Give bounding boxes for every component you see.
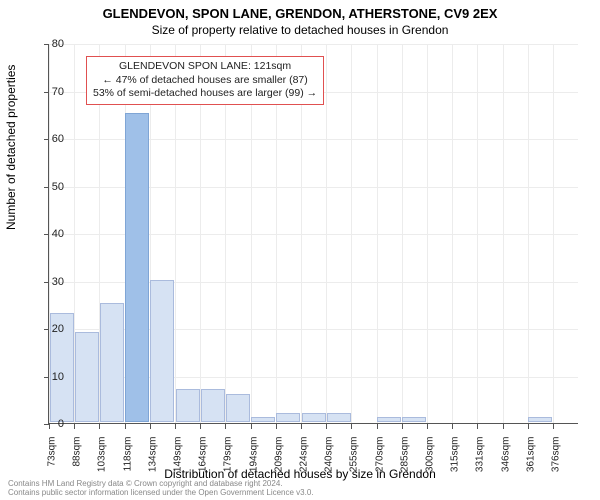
bar xyxy=(402,417,426,422)
xtick-mark xyxy=(74,424,75,429)
bar xyxy=(251,417,275,422)
xtick-label: 285sqm xyxy=(399,437,410,487)
gridline-v xyxy=(452,44,453,423)
xtick-mark xyxy=(427,424,428,429)
chart-title-main: GLENDEVON, SPON LANE, GRENDON, ATHERSTON… xyxy=(0,0,600,21)
xtick-label: 194sqm xyxy=(248,437,259,487)
xtick-label: 224sqm xyxy=(299,437,310,487)
xtick-mark xyxy=(528,424,529,429)
xtick-label: 149sqm xyxy=(173,437,184,487)
gridline-v xyxy=(402,44,403,423)
xtick-label: 270sqm xyxy=(374,437,385,487)
xtick-mark xyxy=(301,424,302,429)
xtick-label: 346sqm xyxy=(500,437,511,487)
xtick-mark xyxy=(351,424,352,429)
bar-highlight xyxy=(125,113,149,422)
bar xyxy=(327,413,351,423)
gridline-v xyxy=(377,44,378,423)
xtick-label: 240sqm xyxy=(324,437,335,487)
xtick-mark xyxy=(225,424,226,429)
ytick-label: 0 xyxy=(34,418,64,430)
bar xyxy=(75,332,99,422)
callout-line1: GLENDEVON SPON LANE: 121sqm xyxy=(93,60,317,74)
gridline-v xyxy=(351,44,352,423)
ytick-label: 10 xyxy=(34,371,64,383)
xtick-label: 88sqm xyxy=(72,437,83,487)
xtick-label: 179sqm xyxy=(223,437,234,487)
xtick-label: 361sqm xyxy=(525,437,536,487)
xtick-mark xyxy=(377,424,378,429)
chart-title-sub: Size of property relative to detached ho… xyxy=(0,21,600,37)
xtick-mark xyxy=(125,424,126,429)
ytick-label: 30 xyxy=(34,276,64,288)
bar xyxy=(276,413,300,423)
gridline-h xyxy=(49,44,578,45)
xtick-mark xyxy=(200,424,201,429)
bar xyxy=(176,389,200,422)
bar xyxy=(377,417,401,422)
gridline-v xyxy=(477,44,478,423)
xtick-mark xyxy=(503,424,504,429)
gridline-v xyxy=(427,44,428,423)
xtick-mark xyxy=(251,424,252,429)
xtick-mark xyxy=(326,424,327,429)
ytick-label: 20 xyxy=(34,323,64,335)
xtick-label: 73sqm xyxy=(47,437,58,487)
xtick-mark xyxy=(276,424,277,429)
ytick-label: 70 xyxy=(34,86,64,98)
callout-line2: ← 47% of detached houses are smaller (87… xyxy=(93,74,317,88)
ytick-label: 60 xyxy=(34,133,64,145)
ytick-label: 40 xyxy=(34,228,64,240)
gridline-v xyxy=(553,44,554,423)
chart-area: GLENDEVON SPON LANE: 121sqm ← 47% of det… xyxy=(48,44,578,424)
footer-line2: Contains public sector information licen… xyxy=(8,489,314,498)
xtick-mark xyxy=(477,424,478,429)
bar xyxy=(150,280,174,423)
xtick-mark xyxy=(175,424,176,429)
ytick-label: 50 xyxy=(34,181,64,193)
xtick-label: 164sqm xyxy=(198,437,209,487)
ytick-label: 80 xyxy=(34,38,64,50)
xtick-mark xyxy=(452,424,453,429)
y-axis-label: Number of detached properties xyxy=(4,65,18,230)
gridline-v xyxy=(528,44,529,423)
xtick-mark xyxy=(553,424,554,429)
callout-line3: 53% of semi-detached houses are larger (… xyxy=(93,87,317,101)
xtick-mark xyxy=(150,424,151,429)
gridline-v xyxy=(503,44,504,423)
bar xyxy=(100,303,124,422)
gridline-v xyxy=(326,44,327,423)
xtick-mark xyxy=(99,424,100,429)
xtick-label: 315sqm xyxy=(450,437,461,487)
xtick-label: 209sqm xyxy=(273,437,284,487)
xtick-label: 376sqm xyxy=(551,437,562,487)
bar xyxy=(528,417,552,422)
bar xyxy=(302,413,326,423)
xtick-mark xyxy=(402,424,403,429)
xtick-label: 103sqm xyxy=(97,437,108,487)
bar xyxy=(201,389,225,422)
xtick-label: 134sqm xyxy=(147,437,158,487)
xtick-label: 255sqm xyxy=(349,437,360,487)
xtick-label: 300sqm xyxy=(425,437,436,487)
callout-box: GLENDEVON SPON LANE: 121sqm ← 47% of det… xyxy=(86,56,324,105)
xtick-label: 331sqm xyxy=(475,437,486,487)
bar xyxy=(226,394,250,423)
xtick-label: 118sqm xyxy=(122,437,133,487)
